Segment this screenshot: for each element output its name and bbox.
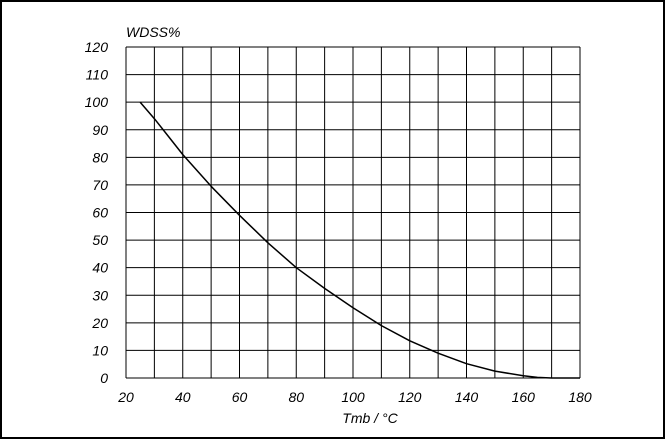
x-tick-label: 120 bbox=[398, 389, 422, 405]
y-tick-label: 0 bbox=[100, 370, 108, 386]
x-tick-labels: 20 40 60 80 100 120 140 160 180 bbox=[117, 389, 592, 405]
y-tick-label: 90 bbox=[92, 122, 108, 138]
y-tick-label: 70 bbox=[92, 177, 108, 193]
x-tick-label: 140 bbox=[455, 389, 479, 405]
y-tick-label: 40 bbox=[92, 260, 108, 276]
y-axis-label: WDSS% bbox=[126, 24, 180, 40]
y-tick-label: 100 bbox=[85, 94, 109, 110]
series-line bbox=[139, 101, 580, 379]
x-tick-label: 20 bbox=[117, 389, 134, 405]
y-tick-label: 60 bbox=[92, 205, 108, 221]
y-tick-label: 30 bbox=[92, 287, 108, 303]
y-tick-label: 10 bbox=[92, 342, 108, 358]
y-tick-label: 110 bbox=[86, 67, 109, 83]
y-tick-label: 50 bbox=[92, 232, 108, 248]
x-tick-label: 60 bbox=[232, 389, 248, 405]
y-tick-label: 80 bbox=[92, 149, 108, 165]
x-tick-label: 160 bbox=[512, 389, 536, 405]
grid bbox=[125, 46, 581, 379]
x-tick-label: 80 bbox=[288, 389, 304, 405]
y-tick-labels: 0 10 20 30 40 50 60 70 80 90 100 110 120 bbox=[85, 39, 109, 386]
x-tick-label: 100 bbox=[341, 389, 365, 405]
x-tick-label: 40 bbox=[175, 389, 191, 405]
x-tick-label: 180 bbox=[568, 389, 592, 405]
x-axis-label: Tmb / °C bbox=[342, 410, 398, 426]
y-tick-label: 20 bbox=[91, 315, 108, 331]
series-group bbox=[139, 101, 580, 379]
y-tick-label: 120 bbox=[85, 39, 109, 55]
